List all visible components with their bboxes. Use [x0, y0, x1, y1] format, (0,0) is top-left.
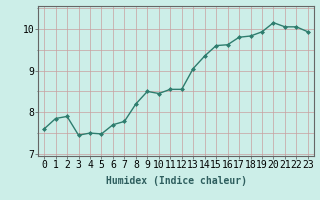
X-axis label: Humidex (Indice chaleur): Humidex (Indice chaleur)	[106, 176, 246, 186]
